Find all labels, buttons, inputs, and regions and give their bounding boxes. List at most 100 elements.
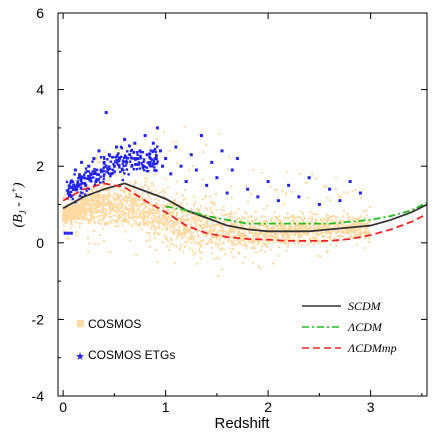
cosmos-point <box>144 204 147 207</box>
etg-point <box>92 176 95 179</box>
cosmos-point <box>250 216 253 219</box>
cosmos-point <box>234 212 237 215</box>
cosmos-point <box>338 222 341 225</box>
cosmos-point <box>144 216 147 219</box>
etg-point <box>120 146 123 150</box>
cosmos-point <box>289 225 292 228</box>
cosmos-point <box>198 251 201 254</box>
cosmos-point <box>348 224 351 227</box>
etg-point <box>76 181 79 185</box>
cosmos-point <box>163 190 166 193</box>
cosmos-point <box>269 233 272 236</box>
cosmos-point <box>209 206 212 209</box>
cosmos-point <box>355 217 358 220</box>
cosmos-point <box>242 224 245 227</box>
cosmos-point <box>103 216 106 219</box>
cosmos-point <box>162 131 165 134</box>
cosmos-point <box>345 224 348 227</box>
cosmos-point <box>153 219 156 222</box>
cosmos-point <box>350 224 353 227</box>
cosmos-point <box>87 192 90 195</box>
cosmos-point <box>154 203 157 206</box>
cosmos-point <box>292 221 295 224</box>
cosmos-point <box>153 233 156 236</box>
cosmos-point <box>191 226 194 229</box>
cosmos-point <box>335 219 338 222</box>
cosmos-point <box>287 242 290 245</box>
cosmos-point <box>298 235 301 238</box>
cosmos-point <box>231 215 234 218</box>
cosmos-point <box>132 193 135 196</box>
cosmos-point <box>111 207 114 210</box>
cosmos-point <box>300 229 303 232</box>
cosmos-point <box>345 213 348 216</box>
cosmos-point <box>296 228 299 231</box>
cosmos-point <box>166 219 169 222</box>
cosmos-point <box>184 210 187 213</box>
cosmos-point <box>186 223 189 226</box>
cosmos-point <box>110 216 113 219</box>
cosmos-point <box>64 193 67 196</box>
cosmos-point <box>206 215 209 218</box>
etg-point <box>118 166 121 169</box>
cosmos-point <box>354 188 357 191</box>
cosmos-point <box>144 181 147 184</box>
cosmos-point <box>109 195 112 198</box>
cosmos-point <box>120 220 123 223</box>
cosmos-point <box>157 216 160 219</box>
etg-point <box>164 157 168 161</box>
cosmos-point <box>67 237 70 240</box>
cosmos-point <box>77 217 80 220</box>
cosmos-point <box>326 236 329 239</box>
etg-point <box>138 167 142 170</box>
etg-point <box>358 191 362 195</box>
cosmos-point <box>180 203 183 206</box>
etg-point <box>92 157 96 161</box>
cosmos-point <box>116 187 119 190</box>
etg-point <box>151 141 155 145</box>
cosmos-point <box>99 223 102 226</box>
cosmos-point <box>183 126 186 129</box>
cosmos-point <box>253 232 256 235</box>
cosmos-point <box>286 245 289 248</box>
cosmos-point <box>239 222 242 225</box>
cosmos-point <box>142 222 145 225</box>
cosmos-point <box>144 215 147 218</box>
cosmos-point <box>148 220 151 223</box>
cosmos-point <box>151 212 154 215</box>
cosmos-point <box>241 236 244 239</box>
cosmos-point <box>219 208 222 211</box>
cosmos-point <box>232 230 235 233</box>
etg-point <box>79 183 83 186</box>
cosmos-point <box>142 215 145 218</box>
cosmos-point <box>107 221 110 224</box>
cosmos-point <box>117 218 120 221</box>
cosmos-point <box>241 216 244 219</box>
cosmos-point <box>117 206 120 209</box>
cosmos-point <box>190 241 193 244</box>
cosmos-point <box>250 219 253 222</box>
cosmos-point <box>135 221 138 224</box>
cosmos-point <box>173 199 176 202</box>
cosmos-point <box>142 209 145 212</box>
cosmos-point <box>205 208 208 211</box>
cosmos-point <box>252 262 255 265</box>
cosmos-point <box>337 223 340 226</box>
cosmos-point <box>211 202 214 205</box>
cosmos-point <box>181 218 184 221</box>
cosmos-point <box>327 219 330 222</box>
cosmos-point <box>181 231 184 234</box>
cosmos-point <box>66 218 69 221</box>
cosmos-point <box>278 215 281 218</box>
cosmos-point <box>364 216 367 219</box>
etg-point <box>69 195 73 198</box>
cosmos-point <box>113 187 116 190</box>
cosmos-point <box>200 227 203 230</box>
etg-point <box>102 156 106 159</box>
cosmos-point <box>290 190 293 193</box>
cosmos-point <box>329 243 332 246</box>
cosmos-point <box>145 216 148 219</box>
cosmos-point <box>62 213 65 216</box>
cosmos-point <box>211 241 214 244</box>
cosmos-point <box>202 223 205 226</box>
